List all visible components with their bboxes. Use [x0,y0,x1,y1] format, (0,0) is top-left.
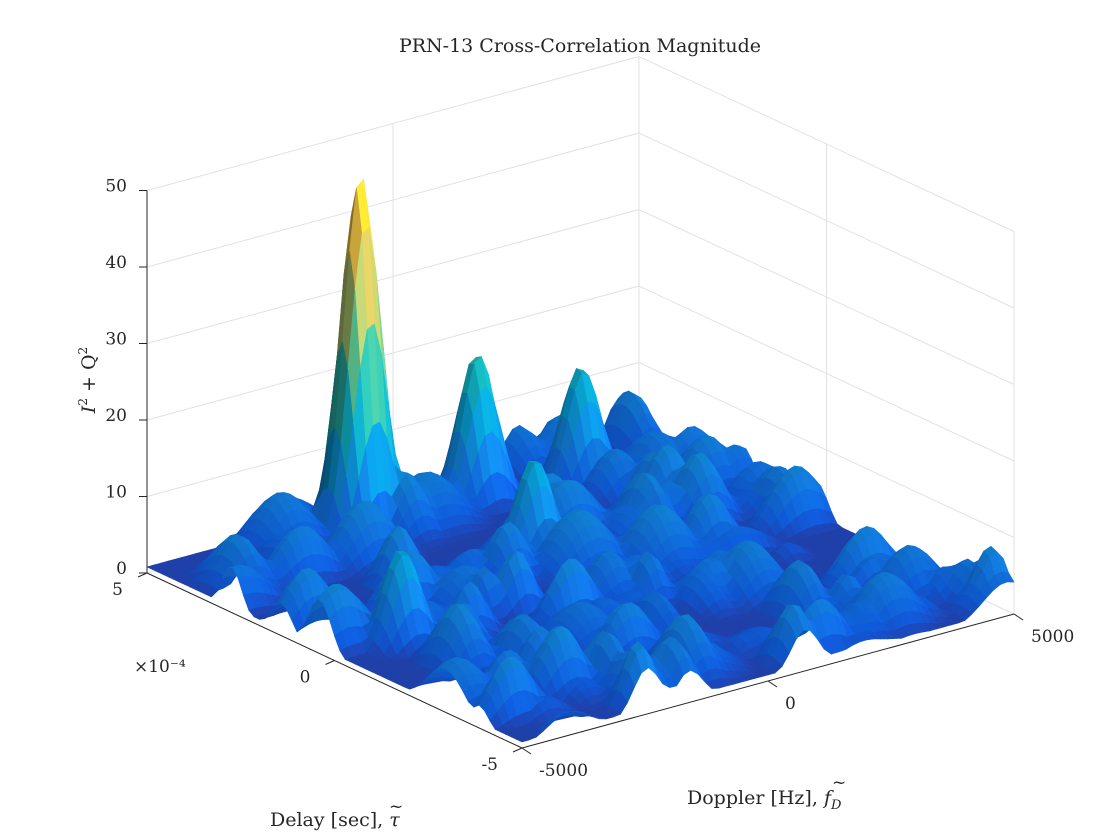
surface-mesh [146,178,1015,743]
z-tick-label: 50 [105,177,127,197]
y-axis-label: Delay [sec], τ [270,809,400,831]
x-tick-label: -5000 [539,761,588,781]
y-tick-label: 5 [112,580,123,600]
y-axis-label-text: Delay [sec], [270,809,389,831]
x-tick-mark [767,680,778,688]
x-tick-mark [1013,613,1024,621]
x-tick-mark [521,747,532,755]
y-tick-label: 0 [300,668,311,688]
z-tick-label: 10 [105,483,127,503]
y-tick-mark [512,747,523,753]
x-axis-label-sub: D [830,798,842,813]
chart-title: PRN-13 Cross-Correlation Magnitude [399,35,761,57]
z-tick-label: 30 [105,330,127,350]
grid-line-z-30 [146,208,1015,385]
z-tick-label: 0 [116,559,127,579]
y-tick-mark [325,660,335,665]
y-exponent-label: ×10⁻⁴ [134,657,186,677]
z-tick-labels: 0 10 20 30 40 50 [105,177,127,580]
y-tick-mark [137,572,148,578]
z-axis-label-sup2: 2 [76,347,90,355]
y-axis-label-tilde: ~ [389,797,403,817]
z-axis-label: I2 + Q2 [76,347,100,414]
chart-gridlines [146,55,1015,615]
y-tick-label: -5 [481,755,498,775]
z-tick-label: 40 [105,253,127,273]
z-axis-label-mid: + Q [78,354,100,398]
x-axis-label-text: Doppler [Hz], [687,787,824,809]
x-tick-label: 5000 [1031,627,1074,647]
z-axis-label-sup1: 2 [76,398,90,406]
z-tick-label: 20 [105,406,127,426]
x-tick-label: 0 [785,694,796,714]
x-axis-label-tilde: ~ [832,773,846,793]
x-axis-label: Doppler [Hz], fD [687,787,842,813]
grid-line-z-50 [146,55,1015,232]
grid-line-z-40 [146,132,1015,309]
